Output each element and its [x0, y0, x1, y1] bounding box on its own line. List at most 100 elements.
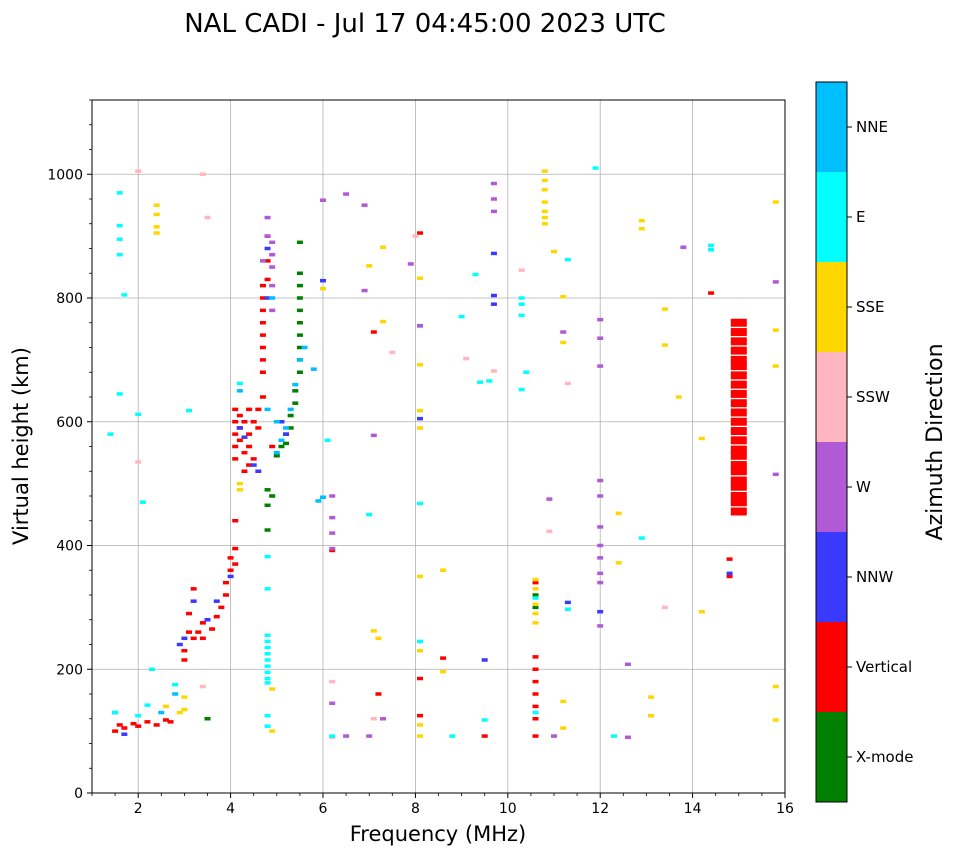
data-point — [264, 676, 271, 681]
data-point — [730, 476, 747, 485]
data-point — [287, 407, 294, 412]
data-point — [296, 370, 303, 374]
data-point — [259, 395, 266, 399]
data-point — [698, 609, 705, 614]
data-point — [661, 605, 668, 610]
y-axis-label: Virtual height (km) — [9, 347, 33, 545]
data-point — [259, 321, 266, 325]
data-point — [661, 343, 668, 347]
data-point — [301, 345, 308, 350]
data-point — [551, 734, 557, 738]
series-nnw — [112, 246, 733, 736]
data-point — [232, 432, 239, 436]
data-point — [264, 277, 271, 282]
data-point — [412, 234, 419, 238]
data-point — [726, 557, 733, 561]
data-point — [292, 389, 299, 393]
data-point — [564, 257, 571, 262]
data-point — [278, 438, 285, 443]
data-point — [648, 695, 655, 699]
data-point — [370, 717, 377, 721]
data-point — [417, 713, 424, 718]
data-point — [320, 278, 326, 283]
data-point — [227, 556, 234, 560]
data-point — [259, 283, 266, 288]
data-point — [638, 218, 645, 223]
data-point — [730, 337, 747, 346]
data-point — [273, 420, 280, 424]
data-point — [730, 408, 747, 417]
data-point — [772, 280, 779, 284]
data-point — [149, 667, 156, 671]
data-point — [417, 676, 424, 681]
data-point — [532, 710, 539, 715]
data-point — [259, 308, 266, 313]
data-point — [250, 463, 257, 467]
data-point — [329, 679, 336, 684]
colorbar-label: W — [856, 478, 871, 496]
data-point — [375, 636, 382, 641]
data-point — [597, 609, 604, 614]
x-tick-label: 12 — [591, 801, 609, 817]
data-point — [518, 313, 525, 318]
data-point — [490, 293, 497, 298]
data-point — [320, 286, 326, 291]
x-tick-label: 4 — [226, 801, 235, 817]
data-point — [481, 658, 488, 662]
data-point — [532, 580, 539, 585]
data-point — [236, 481, 243, 486]
data-point — [181, 707, 188, 712]
data-point — [772, 718, 779, 722]
data-point — [259, 333, 266, 337]
data-point — [264, 681, 271, 685]
data-point — [730, 318, 747, 327]
data-point — [320, 198, 326, 202]
data-point — [259, 358, 266, 362]
data-point — [292, 382, 299, 387]
colorbar-swatch — [816, 532, 847, 622]
data-point — [176, 710, 183, 715]
data-point — [241, 435, 248, 439]
data-point — [269, 308, 276, 313]
x-tick-label: 16 — [776, 801, 794, 817]
data-point — [236, 381, 243, 386]
data-point — [246, 432, 253, 436]
data-point — [259, 345, 266, 350]
data-point — [255, 426, 262, 430]
data-point — [232, 444, 239, 449]
data-point — [366, 512, 373, 517]
data-point — [246, 407, 253, 412]
data-point — [283, 441, 290, 446]
data-point — [541, 222, 548, 226]
data-point — [222, 593, 229, 597]
data-point — [116, 237, 123, 241]
data-point — [273, 450, 280, 455]
data-point — [264, 652, 271, 656]
data-point — [292, 401, 299, 405]
data-point — [532, 602, 539, 607]
data-point — [209, 627, 216, 631]
data-point — [264, 633, 271, 637]
data-point — [190, 587, 197, 591]
data-point — [597, 336, 604, 340]
colorbar-label: SSW — [856, 388, 890, 406]
data-point — [172, 692, 179, 696]
data-point — [708, 291, 715, 295]
data-point — [370, 433, 377, 438]
data-point — [440, 568, 447, 572]
data-point — [158, 710, 165, 715]
data-point — [172, 682, 179, 687]
data-point — [615, 561, 622, 565]
data-point — [296, 271, 303, 275]
data-point — [490, 369, 497, 373]
data-point — [153, 231, 160, 235]
data-point — [615, 511, 622, 516]
data-point — [195, 630, 202, 634]
data-point — [611, 734, 618, 738]
data-point — [417, 574, 424, 579]
data-point — [472, 272, 479, 277]
series-vertical — [112, 231, 747, 738]
data-point — [624, 662, 631, 667]
data-point — [241, 450, 248, 455]
data-point — [227, 574, 234, 579]
